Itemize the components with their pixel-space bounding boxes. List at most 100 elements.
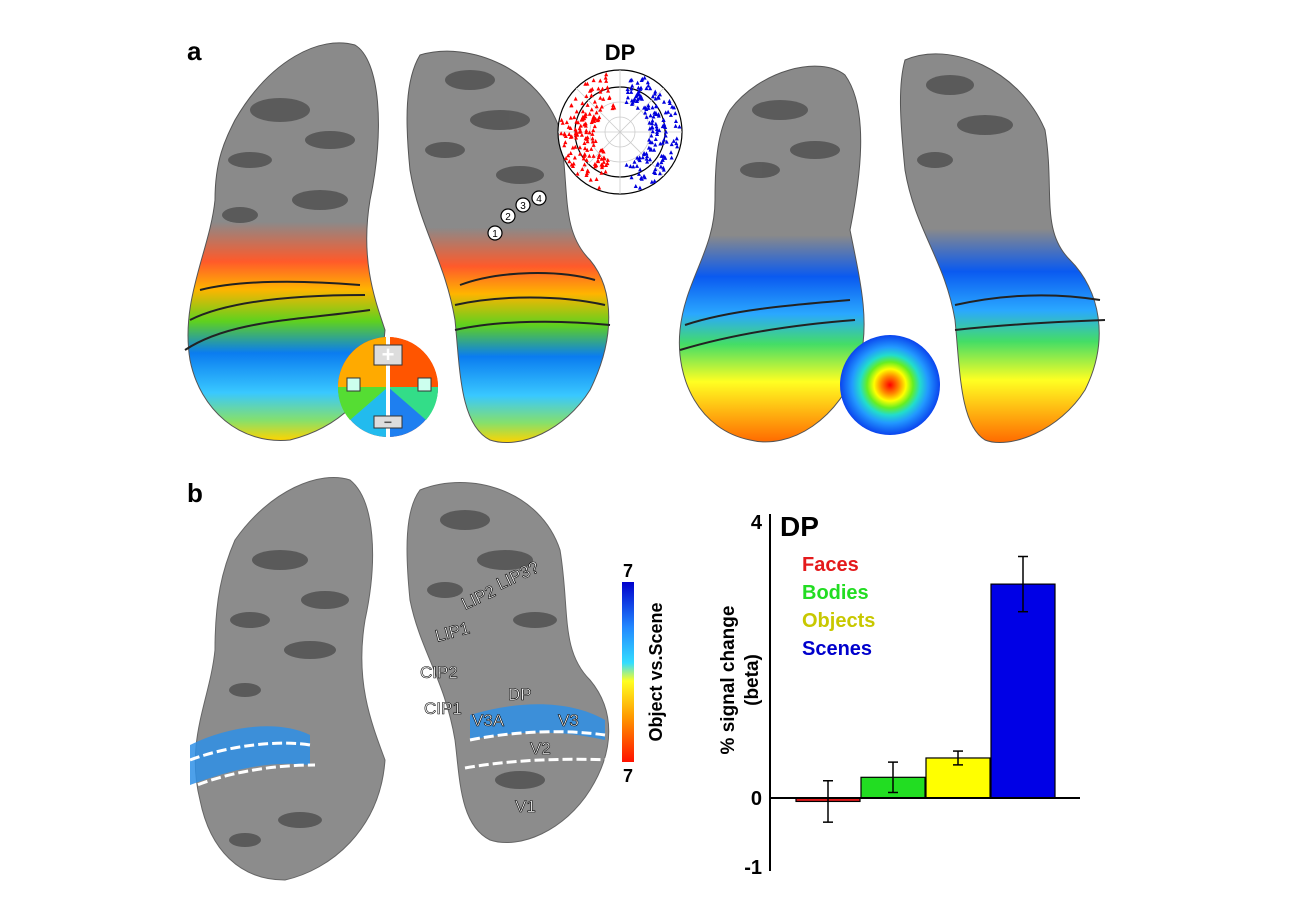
- polar-point-blue: [653, 89, 658, 94]
- polar-point-blue: [636, 85, 641, 90]
- panel-letter-b: b: [187, 478, 203, 508]
- polar-point-blue: [662, 99, 667, 104]
- site-marker-1: [487, 225, 503, 241]
- polar-point-red: [575, 171, 580, 176]
- polar-point-red: [584, 130, 589, 135]
- polar-point-blue: [639, 176, 644, 181]
- polar-point-red: [568, 115, 573, 120]
- polar-point-blue: [634, 93, 639, 98]
- polar-point-blue: [667, 101, 672, 106]
- polar-point-red: [583, 121, 588, 126]
- polar-point-red: [600, 163, 605, 168]
- polar-point-red: [571, 161, 576, 166]
- polar-point-blue: [671, 105, 676, 110]
- polar-point-blue: [650, 94, 655, 99]
- polar-point-red: [593, 139, 598, 144]
- polar-point-blue: [674, 136, 679, 141]
- polar-point-red: [585, 168, 590, 173]
- polar-point-blue: [668, 112, 673, 117]
- polar-point-red: [591, 78, 596, 83]
- legend-bodies: Bodies: [802, 582, 869, 604]
- polar-point-red: [590, 139, 595, 144]
- polar-point-red: [600, 86, 605, 91]
- polar-point-blue: [653, 96, 658, 101]
- polar-point-red: [603, 169, 608, 174]
- polar-point-blue: [673, 123, 678, 128]
- polar-point-blue: [645, 154, 650, 159]
- area-label-dp: DP: [508, 685, 532, 704]
- polar-point-red: [582, 152, 587, 157]
- polar-plot-title: DP: [605, 40, 636, 65]
- polar-point-red: [569, 103, 574, 108]
- panel-a-polar-angle-left-hemisphere: [184, 42, 386, 441]
- area-label-v3a: V3A: [472, 711, 505, 730]
- polar-point-blue: [645, 159, 650, 164]
- polar-point-red: [584, 136, 589, 141]
- polar-point-red: [589, 120, 594, 125]
- polar-point-blue: [674, 141, 679, 146]
- polar-point-blue: [644, 86, 649, 91]
- polar-point-blue: [653, 121, 658, 126]
- polar-point-red: [602, 156, 607, 161]
- polar-point-red: [573, 96, 578, 101]
- polar-point-blue: [629, 98, 634, 103]
- polar-point-red: [599, 170, 604, 175]
- polar-point-red: [584, 157, 589, 162]
- polar-point-blue: [652, 110, 657, 115]
- polar-point-blue: [644, 114, 649, 119]
- polar-point-red: [599, 104, 604, 109]
- panel-b-right-hemisphere: [406, 482, 611, 844]
- polar-point-red: [580, 109, 585, 114]
- polar-point-blue: [647, 120, 652, 125]
- polar-point-red: [564, 156, 569, 161]
- polar-point-red: [579, 132, 584, 137]
- polar-point-red: [580, 167, 585, 172]
- polar-point-blue: [669, 150, 674, 155]
- polar-point-blue: [655, 129, 660, 134]
- polar-point-blue: [653, 167, 658, 172]
- area-label-v2: V2: [530, 739, 551, 758]
- polar-point-red: [595, 158, 600, 163]
- polar-point-blue: [653, 137, 658, 142]
- polar-point-red: [577, 126, 582, 131]
- polar-point-red: [581, 156, 586, 161]
- object-vs-scene-colorbar: 7 7 Object vs.Scene: [622, 561, 666, 786]
- polar-point-blue: [640, 76, 645, 81]
- polar-point-red: [574, 109, 579, 114]
- polar-point-blue: [663, 110, 668, 115]
- polar-point-blue: [640, 155, 645, 160]
- polar-point-red: [583, 123, 588, 128]
- polar-point-red: [597, 185, 602, 190]
- polar-point-blue: [629, 89, 634, 94]
- polar-point-blue: [650, 105, 655, 110]
- polar-point-blue: [661, 165, 666, 170]
- polar-point-blue: [645, 80, 650, 85]
- polar-point-red: [590, 117, 595, 122]
- polar-point-red: [570, 145, 575, 150]
- polar-point-blue: [649, 140, 654, 145]
- polar-point-red: [560, 120, 565, 125]
- polar-point-red: [567, 132, 572, 137]
- polar-point-red: [573, 144, 578, 149]
- legend-objects: Objects: [802, 610, 875, 632]
- panel-b-left-hemisphere: [184, 477, 386, 881]
- polar-point-red: [563, 140, 568, 145]
- polar-point-red: [567, 159, 572, 164]
- polar-point-red: [572, 155, 577, 160]
- polar-key-minus: −: [384, 414, 392, 430]
- polar-point-blue: [637, 185, 642, 190]
- polar-point-red: [562, 132, 567, 137]
- polar-point-blue: [664, 139, 669, 144]
- polar-point-red: [591, 142, 596, 147]
- polar-point-red: [577, 145, 582, 150]
- polar-point-blue: [657, 171, 662, 176]
- polar-point-blue: [636, 89, 641, 94]
- polar-point-blue: [658, 164, 663, 169]
- polar-point-red: [584, 173, 589, 178]
- polar-point-red: [604, 72, 609, 77]
- polar-point-red: [578, 151, 583, 156]
- polar-point-red: [591, 153, 596, 158]
- polar-point-red: [590, 136, 595, 141]
- colorbar-bottom-value: 7: [623, 766, 633, 786]
